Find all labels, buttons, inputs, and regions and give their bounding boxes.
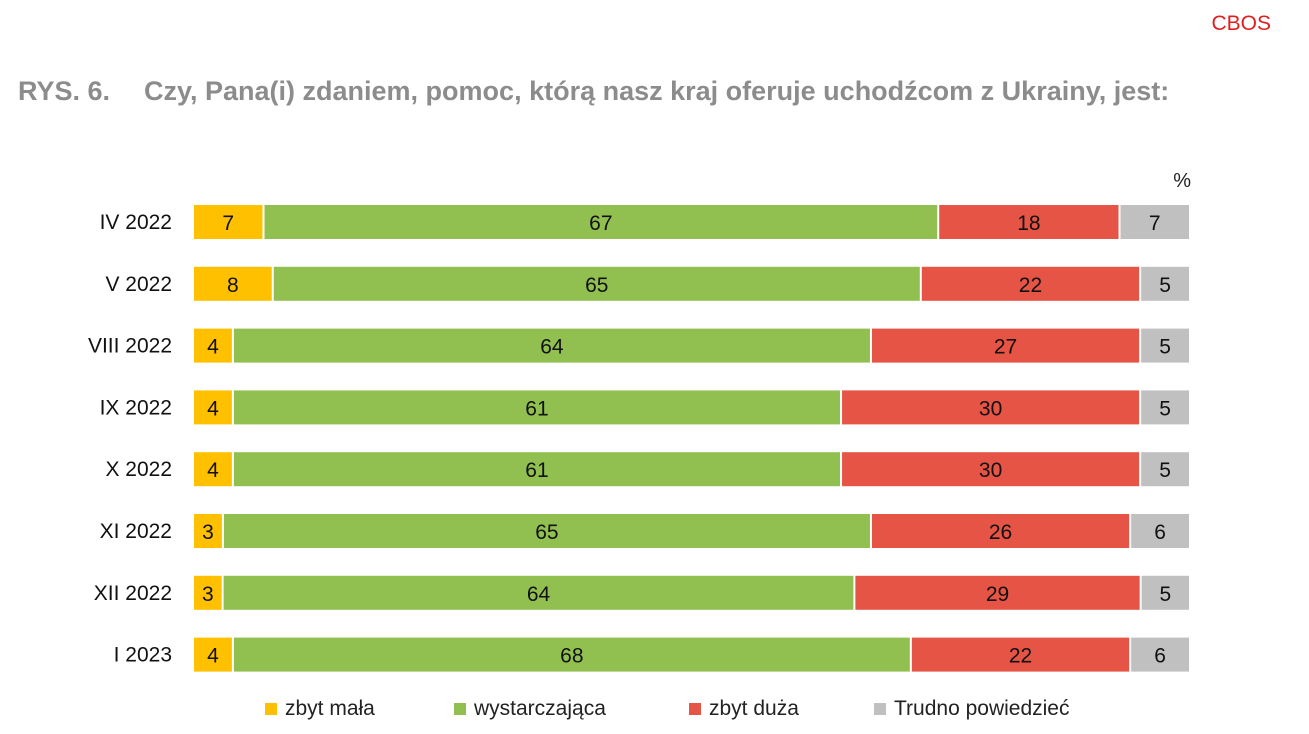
legend-swatch bbox=[454, 703, 466, 715]
question-text: Czy, Pana(i) zdaniem, pomoc, którą nasz … bbox=[144, 76, 1170, 106]
bar-segment-zbyt-duża bbox=[921, 266, 1140, 301]
bar-segment-zbyt-duża bbox=[842, 452, 1140, 487]
category-label: IX 2022 bbox=[100, 396, 172, 419]
data-label: 22 bbox=[1009, 645, 1032, 668]
chart-legend: zbyt mała wystarczająca zbyt duża Trudno po… bbox=[0, 697, 1309, 727]
data-label: 5 bbox=[1159, 459, 1171, 482]
bar-segment-wystarczająca bbox=[233, 328, 870, 363]
bar-segment-zbyt-duża bbox=[855, 575, 1140, 610]
bar-segment-wystarczająca bbox=[233, 390, 841, 425]
data-label: 6 bbox=[1154, 521, 1166, 544]
data-label: 22 bbox=[1019, 274, 1042, 297]
data-label: 67 bbox=[589, 212, 612, 235]
legend-item: zbyt mała bbox=[265, 697, 375, 721]
bar-segment-wystarczająca bbox=[223, 575, 854, 610]
data-label: 4 bbox=[207, 336, 219, 359]
legend-label: zbyt mała bbox=[285, 697, 375, 720]
data-label: 5 bbox=[1159, 274, 1171, 297]
data-label: 4 bbox=[207, 645, 219, 668]
data-label: 27 bbox=[994, 336, 1017, 359]
legend-label: Trudno powiedzieć bbox=[894, 697, 1070, 720]
data-label: 18 bbox=[1017, 212, 1040, 235]
bar-segment-trudno-powiedzieć bbox=[1131, 637, 1189, 672]
category-label: XI 2022 bbox=[100, 520, 172, 543]
bar-segment-zbyt-duża bbox=[939, 205, 1119, 239]
data-label: 29 bbox=[986, 583, 1009, 606]
legend-swatch bbox=[265, 703, 277, 715]
legend-label: wystarczająca bbox=[474, 697, 606, 720]
bar-segment-zbyt-duża bbox=[911, 637, 1130, 672]
bar-segment-wystarczająca bbox=[264, 205, 938, 239]
category-label: X 2022 bbox=[105, 458, 172, 481]
bar-segment-zbyt-mała bbox=[194, 328, 232, 363]
data-label: 61 bbox=[525, 397, 548, 420]
data-label: 30 bbox=[979, 459, 1002, 482]
legend-item: wystarczająca bbox=[454, 697, 606, 721]
bar-segment-trudno-powiedzieć bbox=[1141, 390, 1189, 425]
legend-item: Trudno powiedzieć bbox=[874, 697, 1070, 721]
bar-segment-trudno-powiedzieć bbox=[1131, 514, 1189, 548]
bar-segment-wystarczająca bbox=[223, 514, 870, 548]
category-label: XII 2022 bbox=[94, 582, 172, 605]
chart-title: RYS. 6. Czy, Pana(i) zdaniem, pomoc, któr… bbox=[18, 76, 1169, 107]
data-label: 65 bbox=[585, 274, 608, 297]
bar-segment-trudno-powiedzieć bbox=[1141, 328, 1189, 363]
bar-segment-wystarczająca bbox=[233, 452, 841, 487]
legend-swatch bbox=[689, 703, 701, 715]
data-label: 3 bbox=[202, 521, 214, 544]
category-label: V 2022 bbox=[105, 273, 172, 296]
data-label: 7 bbox=[1149, 212, 1161, 235]
brand-label: CBOS bbox=[1211, 12, 1271, 35]
bar-segment-zbyt-mała bbox=[194, 205, 263, 239]
data-label: 64 bbox=[527, 583, 551, 606]
data-label: 68 bbox=[560, 645, 583, 668]
data-label: 61 bbox=[525, 459, 548, 482]
bar-segment-trudno-powiedzieć bbox=[1120, 205, 1189, 239]
data-label: 26 bbox=[989, 521, 1012, 544]
bar-segment-zbyt-mała bbox=[194, 390, 232, 425]
category-label: I 2023 bbox=[114, 644, 172, 667]
data-label: 4 bbox=[207, 459, 219, 482]
data-label: 4 bbox=[207, 397, 219, 420]
data-label: 64 bbox=[540, 336, 564, 359]
data-label: 5 bbox=[1159, 583, 1171, 606]
bar-segment-zbyt-duża bbox=[871, 514, 1130, 548]
bar-segment-zbyt-mała bbox=[194, 266, 272, 301]
bar-segment-zbyt-mała bbox=[194, 575, 222, 610]
figure-number: RYS. 6. bbox=[18, 76, 111, 106]
data-label: 30 bbox=[979, 397, 1002, 420]
bar-segment-trudno-powiedzieć bbox=[1141, 575, 1189, 610]
bar-segment-wystarczająca bbox=[273, 266, 920, 301]
data-label: 65 bbox=[535, 521, 558, 544]
legend-swatch bbox=[874, 703, 886, 715]
category-label: VIII 2022 bbox=[88, 335, 172, 358]
bar-segment-zbyt-duża bbox=[842, 390, 1140, 425]
data-label: 5 bbox=[1159, 397, 1171, 420]
bar-segment-trudno-powiedzieć bbox=[1141, 266, 1189, 301]
data-label: 7 bbox=[222, 212, 234, 235]
bar-segment-zbyt-mała bbox=[194, 514, 222, 548]
legend-item: zbyt duża bbox=[689, 697, 799, 721]
bar-segment-zbyt-mała bbox=[194, 637, 232, 672]
bar-segment-zbyt-duża bbox=[871, 328, 1140, 363]
unit-label: % bbox=[1173, 170, 1191, 192]
bar-segment-zbyt-mała bbox=[194, 452, 232, 487]
data-label: 5 bbox=[1159, 336, 1171, 359]
category-label: IV 2022 bbox=[100, 211, 172, 234]
data-label: 8 bbox=[227, 274, 239, 297]
legend-label: zbyt duża bbox=[709, 697, 799, 720]
bar-segment-trudno-powiedzieć bbox=[1141, 452, 1189, 487]
data-label: 6 bbox=[1154, 645, 1166, 668]
bar-segment-wystarczająca bbox=[233, 637, 910, 672]
data-label: 3 bbox=[202, 583, 214, 606]
